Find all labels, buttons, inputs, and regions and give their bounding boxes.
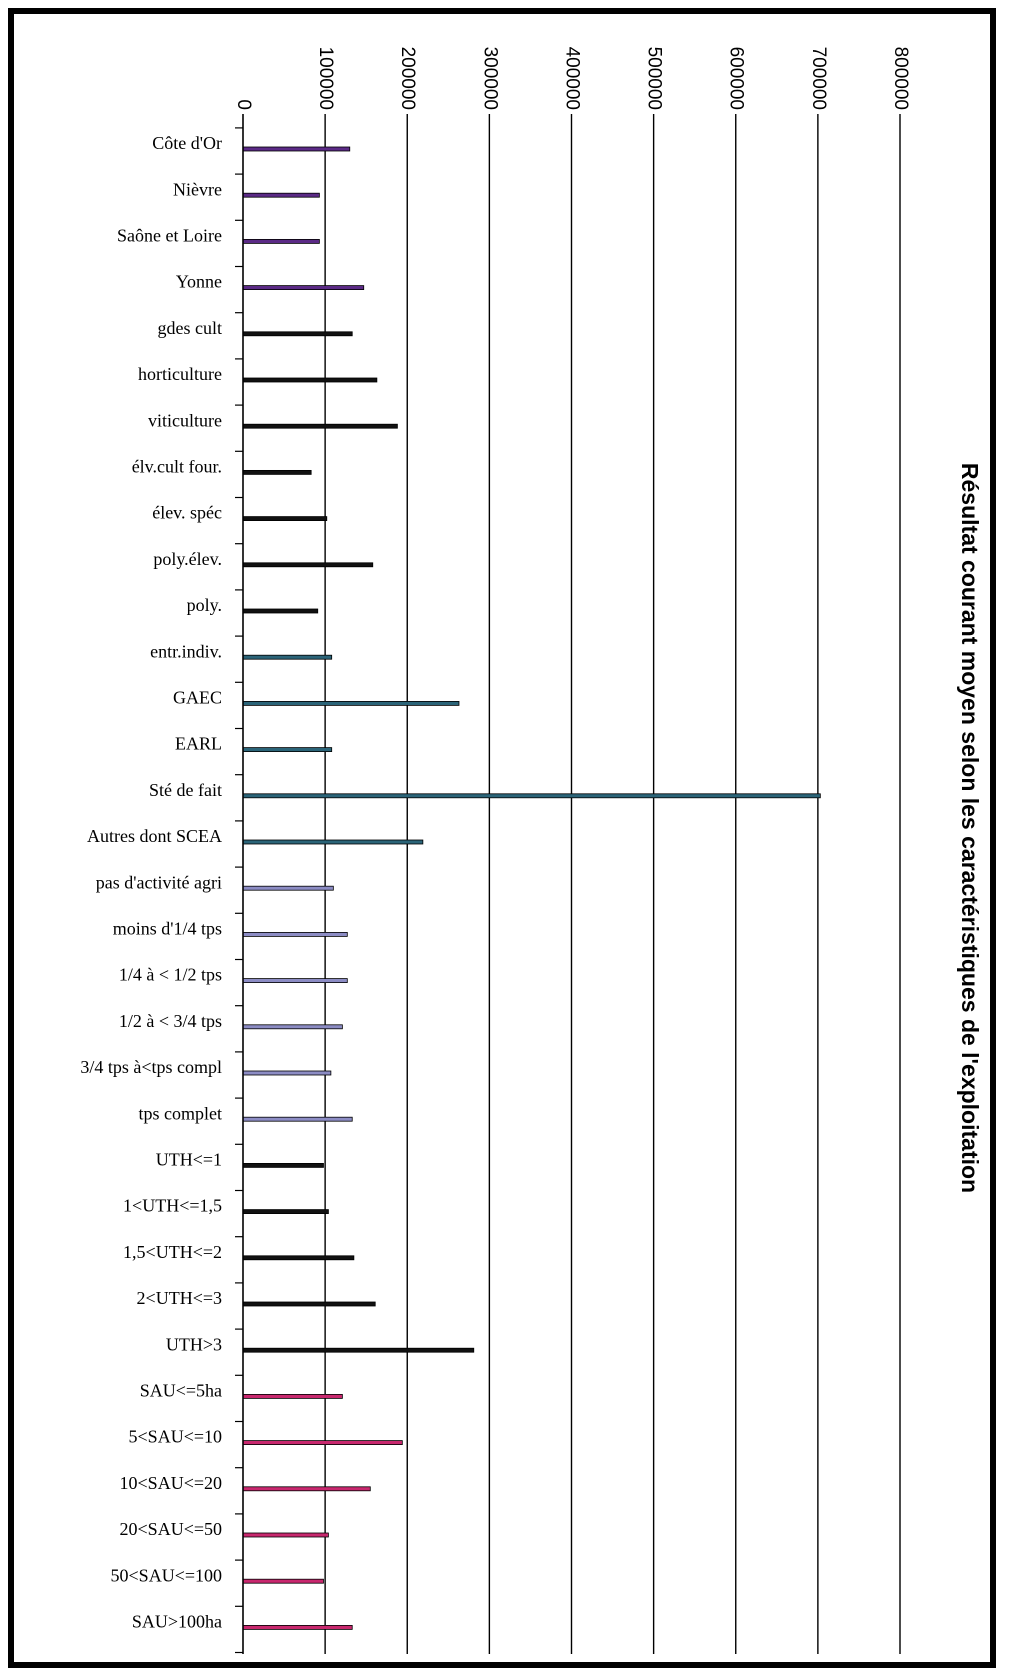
bar: [242, 978, 348, 983]
tick-label: 100000: [315, 47, 336, 110]
category-label: Saône et Loire: [117, 226, 222, 246]
bar: [242, 1440, 403, 1445]
bar: [242, 1255, 355, 1261]
bar: [242, 285, 365, 291]
bar: [242, 1163, 324, 1168]
tick-label: 200000: [397, 47, 418, 110]
bar: [242, 608, 319, 614]
category-label: élev. spéc: [152, 503, 222, 523]
category-label: Côte d'Or: [152, 133, 222, 153]
category-label: 1/2 à < 3/4 tps: [119, 1011, 222, 1031]
category-label: UTH>3: [166, 1334, 222, 1354]
bar: [242, 747, 333, 752]
bar: [242, 377, 378, 383]
chart-frame: [8, 8, 996, 1668]
category-label: élv.cult four.: [132, 457, 222, 477]
bar: [242, 793, 821, 799]
category-label: 1,5<UTH<=2: [123, 1242, 222, 1262]
category-label: 1/4 à < 1/2 tps: [119, 965, 222, 985]
bar: [242, 1209, 329, 1214]
category-label: entr.indiv.: [150, 641, 222, 661]
category-label: moins d'1/4 tps: [113, 919, 222, 939]
bar: [242, 654, 333, 660]
category-label: poly.élev.: [153, 549, 222, 569]
bar: [242, 1625, 353, 1630]
gridlines: [324, 114, 901, 1654]
bar: [242, 192, 320, 198]
bar: [242, 562, 374, 568]
bar: [242, 1486, 371, 1492]
category-label: 1<UTH<=1,5: [123, 1196, 222, 1216]
tick-label: 400000: [561, 47, 582, 110]
tick-label: 600000: [726, 47, 747, 110]
category-label: horticulture: [138, 364, 222, 384]
category-label: pas d'activité agri: [96, 872, 222, 892]
tick-label: 0: [233, 99, 254, 110]
category-label: GAEC: [173, 688, 222, 708]
bar: [242, 516, 328, 521]
bar: [242, 1116, 353, 1122]
category-label: 2<UTH<=3: [137, 1288, 222, 1308]
category-label: Sté de fait: [149, 780, 222, 800]
category-label: 10<SAU<=20: [120, 1473, 222, 1493]
category-label: tps complet: [139, 1103, 223, 1123]
category-label: gdes cult: [158, 318, 223, 338]
category-axis: [235, 114, 244, 1654]
category-label: viticulture: [148, 410, 222, 430]
bar: [242, 1070, 332, 1076]
category-label: Yonne: [176, 272, 222, 292]
category-label: UTH<=1: [156, 1150, 222, 1170]
bar: [242, 701, 460, 706]
value-tick-labels: 0 100000 200000 300000 400000 500000 600000 700…: [233, 47, 911, 110]
bar: [242, 885, 334, 891]
bar: [242, 839, 424, 845]
bar: [242, 331, 353, 337]
category-label: 5<SAU<=10: [129, 1427, 222, 1447]
category-label: poly.: [187, 595, 222, 615]
bars: [242, 146, 821, 1630]
category-label: SAU<=5ha: [140, 1381, 222, 1401]
bar: [242, 1301, 376, 1307]
bar: [242, 1347, 475, 1353]
bar: [242, 1024, 343, 1030]
category-label: 20<SAU<=50: [120, 1519, 222, 1539]
tick-label: 300000: [479, 47, 500, 110]
bar: [242, 238, 320, 244]
tick-label: 500000: [644, 47, 665, 110]
bar: [242, 1578, 324, 1584]
category-label: SAU>100ha: [132, 1612, 222, 1632]
category-label: Nièvre: [173, 179, 222, 199]
tick-label: 800000: [890, 47, 911, 110]
chart-title: Résultat courant moyen selon les caracté…: [957, 463, 983, 1193]
category-label: 50<SAU<=100: [111, 1565, 222, 1585]
tick-label: 700000: [808, 47, 829, 110]
bar: [242, 1532, 329, 1538]
bar: [242, 932, 348, 937]
category-label: 3/4 tps à<tps compl: [80, 1057, 222, 1077]
bar: [242, 146, 351, 152]
category-labels: Côte d'Or Nièvre Saône et Loire Yonne gdes c…: [80, 133, 222, 1631]
bar: [242, 469, 312, 475]
category-label: Autres dont SCEA: [87, 826, 222, 846]
bar: [242, 423, 398, 429]
category-label: EARL: [175, 734, 222, 754]
bar: [242, 1394, 343, 1399]
